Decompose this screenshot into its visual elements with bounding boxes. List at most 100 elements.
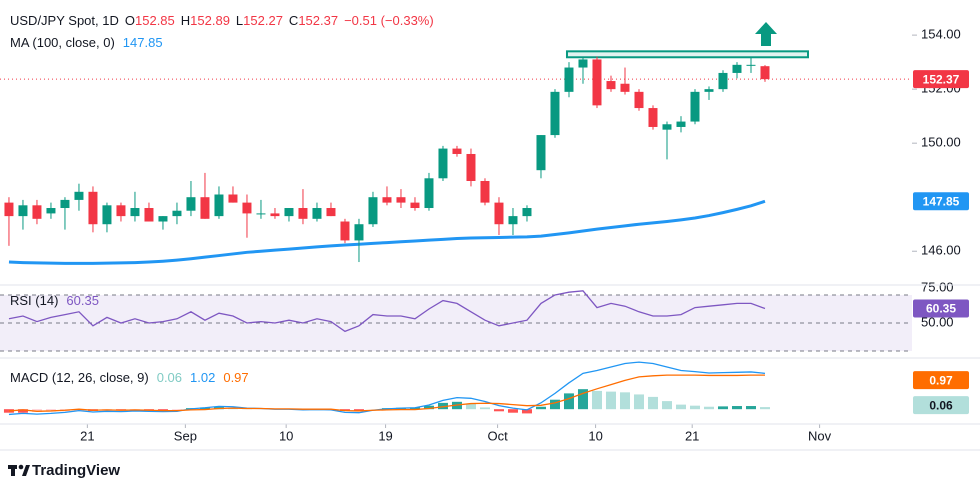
candle-body	[760, 66, 770, 80]
macd-histogram-bar	[745, 406, 756, 410]
candle-body	[102, 205, 112, 225]
x-tick-label: Nov	[808, 428, 832, 443]
candle-body	[144, 208, 154, 222]
macd-histogram-bar	[689, 405, 700, 410]
candle-body	[186, 197, 196, 211]
macd-histogram-bar	[73, 409, 84, 411]
legend-item: 1.02	[190, 370, 215, 385]
candle-body	[298, 208, 308, 219]
legend-item: USD/JPY Spot, 1D	[10, 13, 119, 28]
candle-body	[284, 208, 294, 217]
candle-body	[508, 216, 518, 225]
macd-histogram-bar	[479, 407, 490, 410]
macd-histogram-bar	[577, 389, 588, 410]
candle-body	[32, 205, 42, 219]
ma-value-tag-box	[913, 192, 969, 211]
macd-histogram-bar	[493, 409, 504, 412]
candle-body	[18, 205, 28, 217]
candle-body	[396, 197, 406, 203]
signal-value-tag: 0.97	[929, 373, 953, 387]
y-tick-label: 154.00	[921, 27, 961, 42]
macd-histogram-bar	[633, 394, 644, 410]
legend-item: O	[125, 13, 135, 28]
candle-body	[550, 91, 560, 136]
macd-histogram-bar	[675, 404, 686, 410]
legend-item: H	[181, 13, 190, 28]
legend-item: MA (100, close, 0)	[10, 35, 115, 50]
rsi-tick-label: 75.00	[921, 279, 954, 294]
candle-body	[704, 89, 714, 92]
histogram-value-tag-box	[913, 396, 969, 415]
candle-body	[452, 148, 462, 154]
candle-body	[536, 135, 546, 171]
x-tick-label: 10	[279, 428, 293, 443]
legend-item: 147.85	[123, 35, 163, 50]
candle-body	[368, 197, 378, 225]
candle-body	[620, 83, 630, 92]
legend-item: 152.27	[243, 13, 283, 28]
macd-histogram-bar	[605, 391, 616, 410]
candle-body	[690, 91, 700, 122]
candle-body	[270, 213, 280, 217]
rsi-value-tag: 60.35	[926, 302, 956, 316]
x-tick-label: Sep	[174, 428, 197, 443]
candle-body	[480, 180, 490, 203]
last-price-tag: 152.37	[923, 72, 960, 86]
candle-body	[382, 197, 392, 203]
macd-histogram-bar	[591, 390, 602, 410]
macd-histogram-bar	[549, 399, 560, 410]
candle-body	[424, 178, 434, 209]
legend-item: 0.06	[157, 370, 182, 385]
candle-body	[522, 208, 532, 217]
ma-value-tag: 147.85	[923, 194, 960, 208]
x-tick-label: 10	[588, 428, 602, 443]
candle-body	[74, 191, 84, 200]
x-tick-label: 21	[80, 428, 94, 443]
macd-histogram-bar	[521, 409, 532, 414]
candle-body	[60, 199, 70, 209]
candle-body	[438, 148, 448, 179]
legend-item: −0.51 (−0.33%)	[344, 13, 434, 28]
candle-body	[564, 67, 574, 92]
legend-item: 0.97	[223, 370, 248, 385]
candle-body	[326, 208, 336, 217]
signal-value-tag-box	[913, 371, 969, 390]
legend-item: C	[289, 13, 298, 28]
macd-histogram-bar	[703, 406, 714, 410]
candle-body	[662, 124, 672, 130]
y-tick-label: 146.00	[921, 243, 961, 258]
macd-histogram-bar	[465, 403, 476, 410]
x-tick-label: Oct	[487, 428, 508, 443]
macd-histogram-bar	[437, 402, 448, 410]
candle-body	[172, 210, 182, 217]
candle-body	[494, 202, 504, 225]
y-tick-label: 150.00	[921, 135, 961, 150]
candle-body	[228, 194, 238, 203]
macd-histogram-bar	[759, 407, 770, 410]
brand: TradingView	[32, 462, 120, 479]
candle-body	[46, 208, 56, 214]
moving-average	[8, 199, 766, 265]
rsi-line	[8, 290, 766, 333]
candle-body	[312, 208, 322, 219]
legend: USD/JPY Spot, 1D O152.85 H152.89 L152.27 C15…	[10, 13, 434, 28]
up-arrow	[755, 22, 777, 46]
signal-line	[8, 374, 765, 412]
candle-body	[410, 202, 420, 209]
legend-item: MACD (12, 26, close, 9)	[10, 370, 149, 385]
macd-line	[8, 361, 766, 416]
legend: MA (100, close, 0) 147.85	[10, 35, 163, 50]
candle-body	[158, 216, 168, 222]
macd-histogram-bar	[717, 406, 728, 410]
candle-body	[606, 81, 616, 90]
macd-histogram-bar	[731, 406, 742, 410]
candle-body	[578, 59, 588, 68]
macd-histogram-bar	[353, 409, 364, 411]
legend-item: 152.89	[190, 13, 230, 28]
legend-item: L	[236, 13, 243, 28]
macd-histogram-bar	[647, 396, 658, 410]
resistance-zone	[565, 50, 810, 59]
candle-body	[256, 213, 266, 215]
candle-body	[648, 108, 658, 127]
macd-histogram-bar	[507, 409, 518, 413]
